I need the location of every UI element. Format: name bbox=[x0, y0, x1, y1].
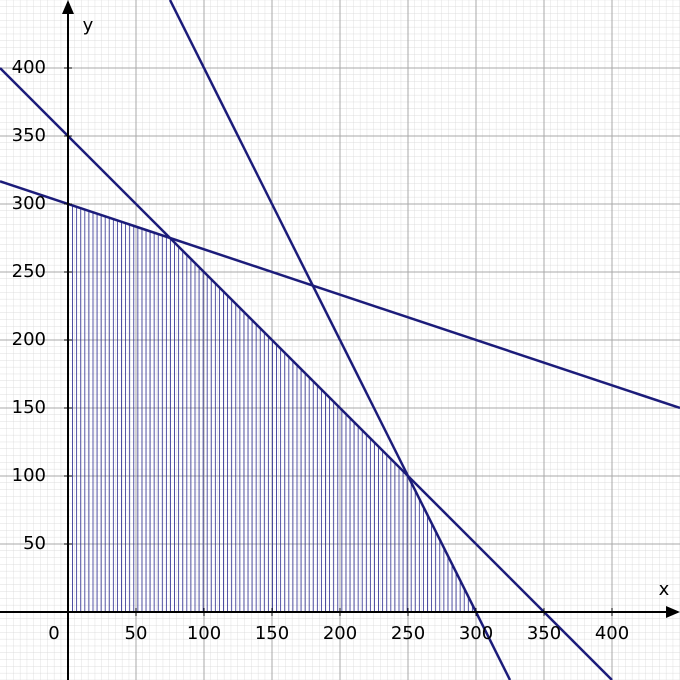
y-tick-label: 400 bbox=[12, 57, 46, 78]
y-tick-label: 150 bbox=[12, 397, 46, 418]
x-tick-label: 350 bbox=[527, 623, 561, 644]
feasible-region bbox=[68, 204, 476, 612]
y-tick-label: 50 bbox=[23, 533, 46, 554]
constraint-line bbox=[0, 67, 613, 680]
x-tick-label: 100 bbox=[187, 623, 221, 644]
x-arrow bbox=[666, 606, 680, 618]
y-tick-label: 250 bbox=[12, 261, 46, 282]
y-tick-label: 300 bbox=[12, 193, 46, 214]
x-tick-label: 300 bbox=[459, 623, 493, 644]
y-arrow bbox=[62, 0, 74, 14]
y-tick-label: 350 bbox=[12, 125, 46, 146]
y-tick-label: 200 bbox=[12, 329, 46, 350]
constraint-line bbox=[0, 180, 680, 410]
y-axis-label: y bbox=[83, 15, 94, 36]
x-axis-label: x bbox=[659, 579, 670, 600]
x-tick-label: 400 bbox=[595, 623, 629, 644]
x-tick-label: 0 bbox=[48, 623, 59, 644]
x-tick-label: 50 bbox=[125, 623, 148, 644]
x-tick-label: 200 bbox=[323, 623, 357, 644]
constraint-line bbox=[168, 0, 512, 680]
x-tick-label: 250 bbox=[391, 623, 425, 644]
y-tick-label: 100 bbox=[12, 465, 46, 486]
x-tick-label: 150 bbox=[255, 623, 289, 644]
